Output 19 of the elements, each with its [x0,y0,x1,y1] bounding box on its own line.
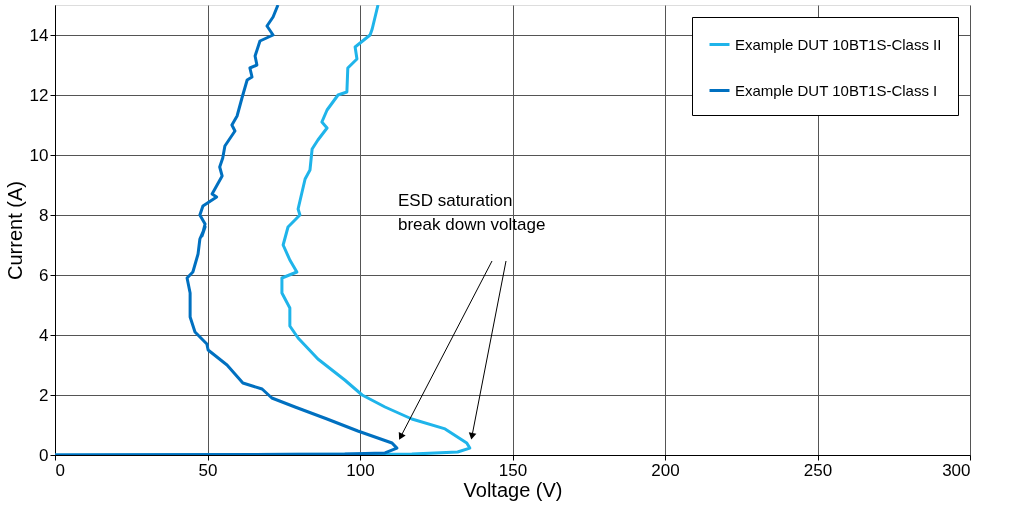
y-tick-label: 6 [39,265,49,285]
x-tick-label: 100 [346,460,375,480]
x-axis-title: Voltage (V) [463,478,563,501]
y-tick-label: 4 [39,325,49,345]
x-tick-label: 150 [498,460,528,480]
x-tick-label: 250 [803,460,833,480]
legend-label: Example DUT 10BT1S-Class II [735,35,942,53]
y-tick-label: 2 [39,385,49,405]
x-tick-label: 0 [55,460,65,480]
x-tick-label: 50 [198,460,218,480]
x-tick-label: 200 [651,460,680,480]
y-tick-label: 8 [39,205,49,225]
y-tick-label: 0 [39,445,49,465]
x-tick-label: 300 [942,460,971,480]
y-tick-label: 14 [29,25,49,45]
y-tick-label: 12 [29,85,49,105]
legend-label: Example DUT 10BT1S-Class I [735,81,938,99]
y-tick-label: 10 [29,145,49,165]
y-axis-title: Current (A) [3,181,26,280]
